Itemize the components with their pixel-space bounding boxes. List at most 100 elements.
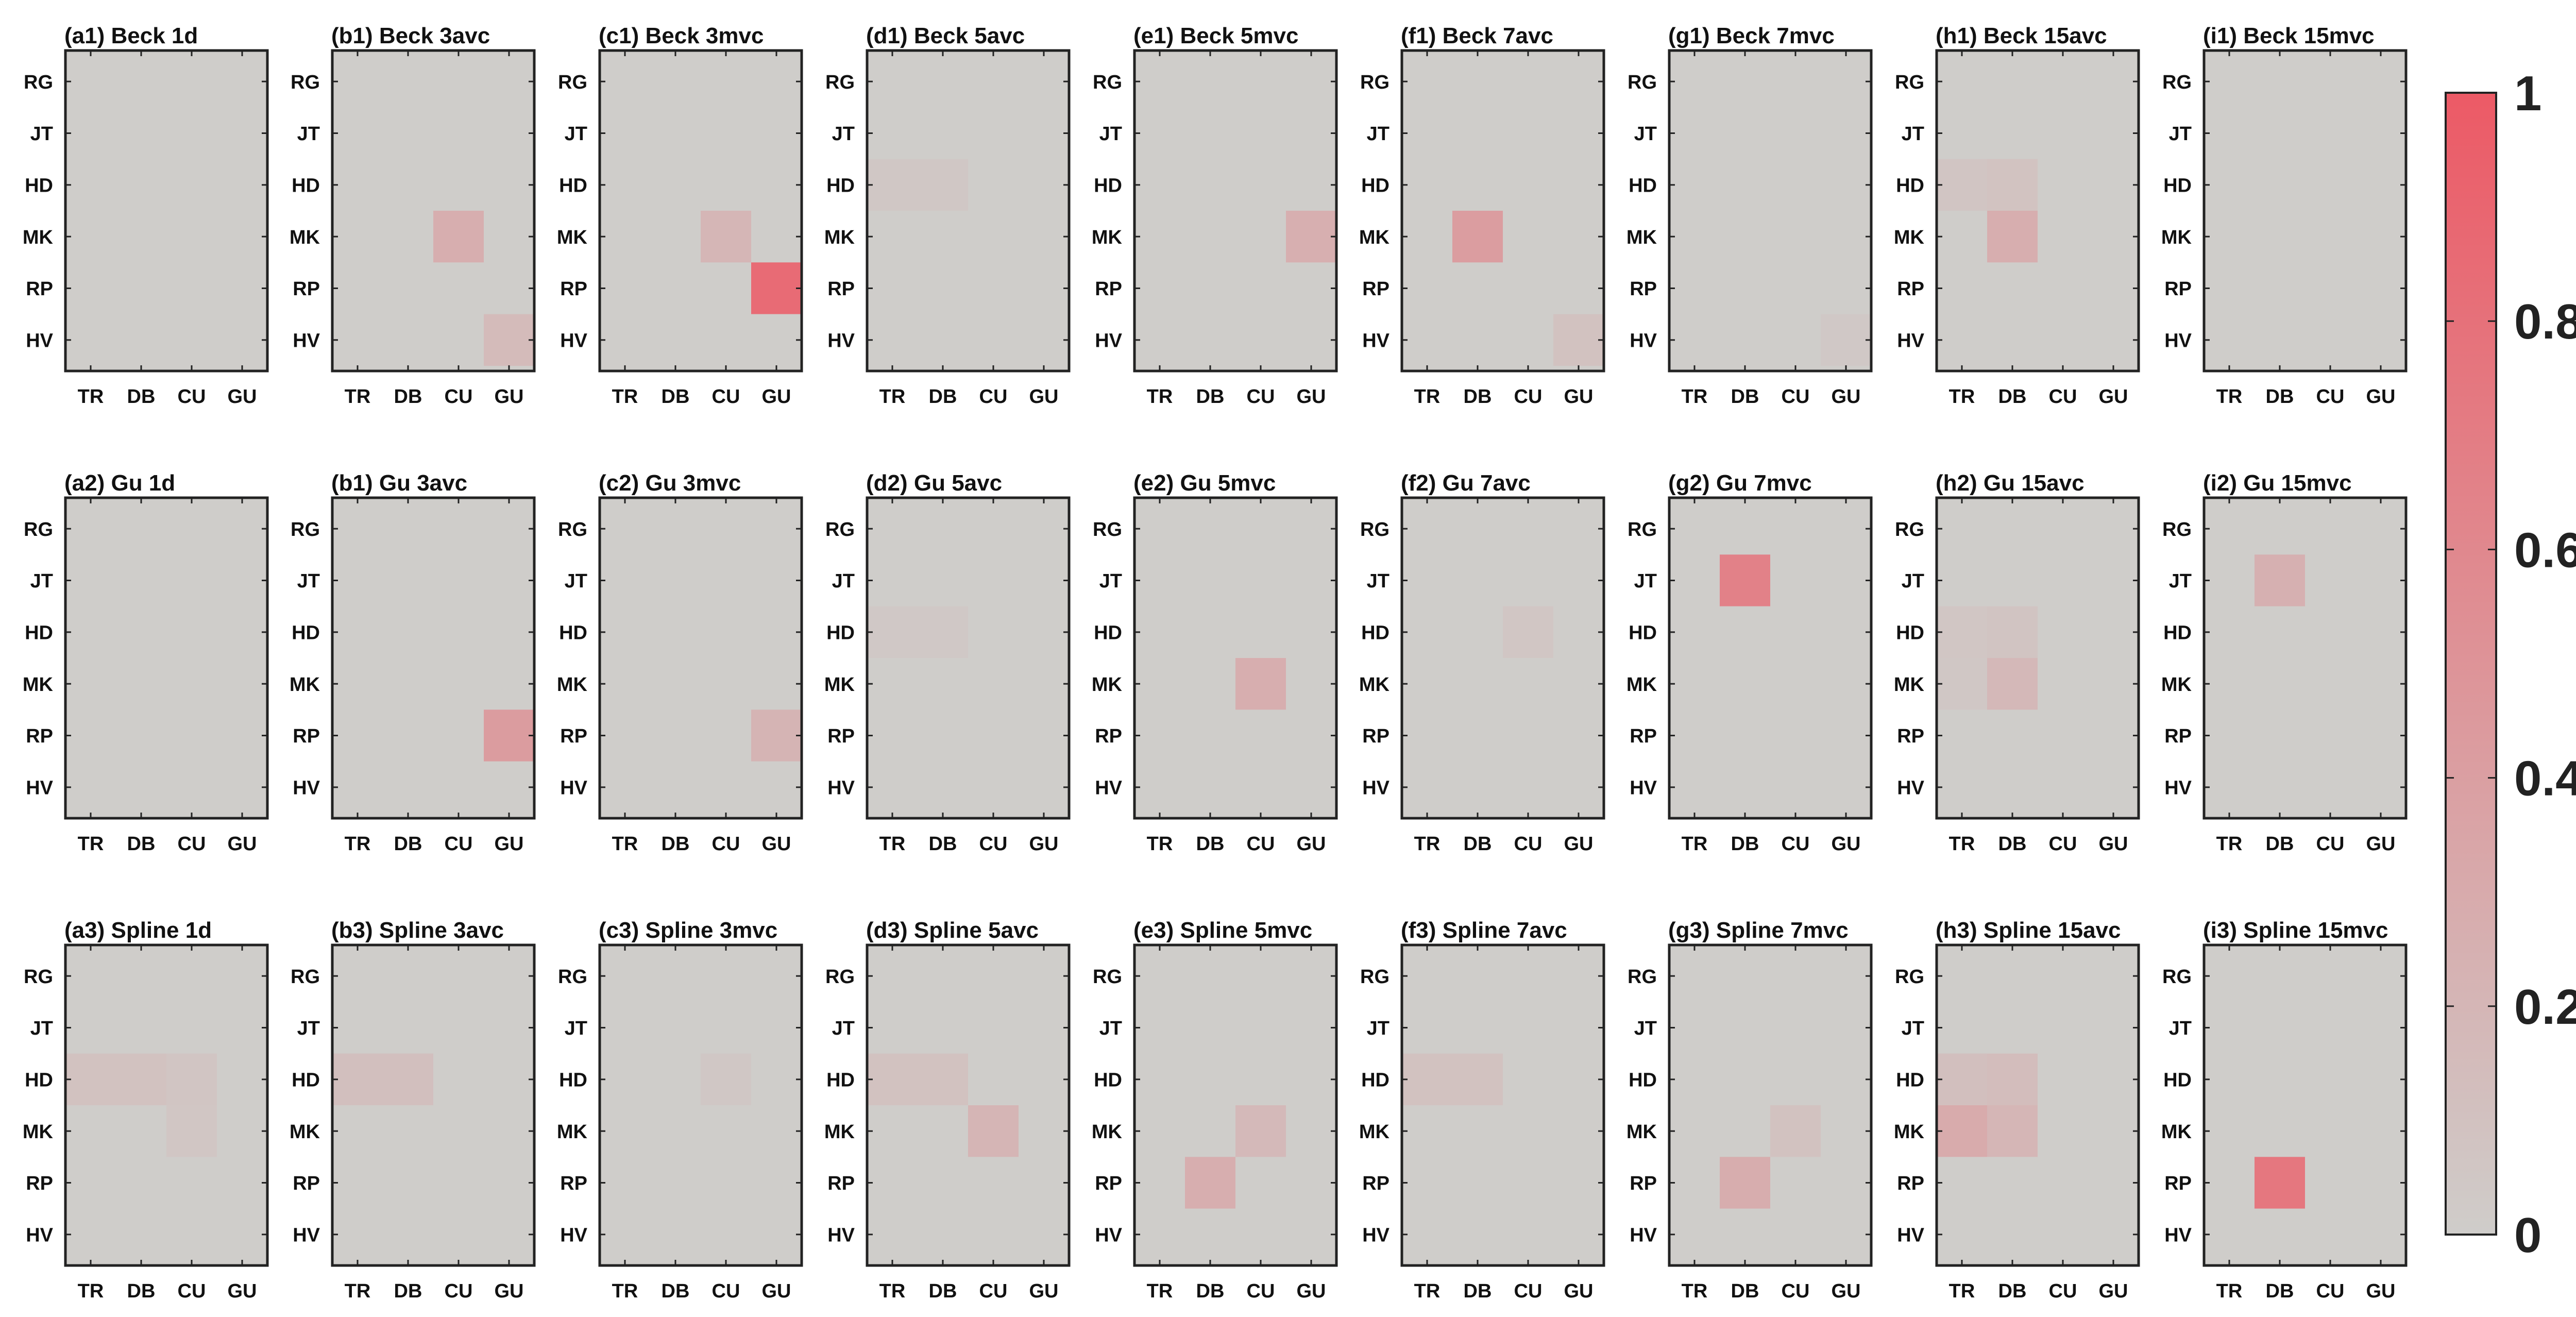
- x-tick-label: TR: [879, 386, 906, 408]
- y-tick-label: JT: [1367, 123, 1389, 145]
- x-tick-label: TR: [1414, 1280, 1440, 1302]
- y-tick-label: JT: [297, 570, 320, 592]
- x-tick-label: TR: [1682, 1280, 1708, 1302]
- panel-frame: [1133, 49, 1338, 373]
- x-tick-label: GU: [2099, 833, 2128, 855]
- x-tick-label: TR: [879, 1280, 906, 1302]
- x-tick-label: DB: [929, 386, 957, 408]
- x-tick-label: DB: [1998, 833, 2027, 855]
- heatmap-cell: [867, 159, 918, 211]
- y-tick-label: MK: [824, 227, 855, 248]
- x-tick-label: GU: [1832, 1280, 1861, 1302]
- x-tick-label: DB: [2266, 1280, 2294, 1302]
- heatmap-cell: [867, 606, 918, 658]
- y-tick-label: HD: [2163, 175, 2192, 197]
- x-tick-label: GU: [2366, 1280, 2396, 1302]
- panel-title: (a1) Beck 1d: [64, 23, 198, 48]
- x-tick-label: CU: [1247, 833, 1275, 855]
- y-tick-label: RP: [1897, 278, 1924, 300]
- heatmap-panel: (e1) Beck 5mvc RG JT HD MK RP HV TR DB CU GU: [1092, 23, 1338, 408]
- panel-frame: [1400, 496, 1605, 820]
- y-tick-label: HV: [1095, 330, 1122, 352]
- y-tick-label: HV: [560, 1225, 587, 1246]
- x-tick-label: TR: [612, 833, 638, 855]
- y-tick-label: HD: [1361, 175, 1389, 197]
- x-tick-label: DB: [1731, 386, 1759, 408]
- panel-background: [332, 498, 534, 818]
- x-tick-label: CU: [178, 386, 206, 408]
- x-tick-label: TR: [2216, 833, 2243, 855]
- x-tick-label: CU: [445, 833, 473, 855]
- heatmap-cell: [1235, 1105, 1286, 1157]
- y-tick-label: RP: [1095, 278, 1122, 300]
- x-tick-label: GU: [1297, 1280, 1326, 1302]
- x-tick-label: DB: [662, 386, 690, 408]
- x-tick-label: CU: [979, 386, 1008, 408]
- x-tick-label: GU: [1832, 386, 1861, 408]
- y-tick-label: HD: [292, 1070, 320, 1091]
- x-tick-label: TR: [345, 833, 371, 855]
- y-tick-label: MK: [1894, 227, 1925, 248]
- heatmap-cell: [918, 606, 968, 658]
- y-tick-label: MK: [1359, 1121, 1390, 1143]
- y-tick-label: HV: [2164, 1225, 2192, 1246]
- colorbar-tick-label: 0.2: [2514, 980, 2576, 1035]
- x-tick-label: CU: [712, 386, 740, 408]
- y-tick-label: RP: [1630, 1173, 1657, 1194]
- y-tick-label: RP: [1095, 725, 1122, 747]
- x-tick-label: GU: [228, 386, 257, 408]
- y-tick-label: RP: [1630, 278, 1657, 300]
- heatmap-cell: [1937, 1053, 1987, 1105]
- panel-frame: [331, 49, 536, 373]
- y-tick-label: MK: [557, 674, 588, 696]
- x-tick-label: DB: [394, 833, 422, 855]
- x-tick-label: TR: [2216, 386, 2243, 408]
- heatmap-cell: [65, 1053, 116, 1105]
- x-tick-label: GU: [2099, 1280, 2128, 1302]
- y-tick-label: JT: [1099, 123, 1122, 145]
- x-tick-label: CU: [1247, 386, 1275, 408]
- panel-title: (f1) Beck 7avc: [1401, 23, 1553, 48]
- y-tick-label: JT: [2169, 1018, 2192, 1039]
- y-tick-label: HV: [293, 778, 320, 799]
- x-tick-label: TR: [78, 833, 104, 855]
- x-tick-label: DB: [662, 1280, 690, 1302]
- y-tick-label: HV: [1630, 778, 1657, 799]
- y-tick-label: RG: [1360, 72, 1389, 93]
- y-tick-label: JT: [30, 123, 53, 145]
- y-tick-label: HD: [559, 622, 587, 644]
- x-tick-label: GU: [1832, 833, 1861, 855]
- y-tick-label: MK: [1359, 227, 1390, 248]
- y-tick-label: HD: [1629, 1070, 1657, 1091]
- x-tick-label: TR: [879, 833, 906, 855]
- y-tick-label: HD: [1094, 1070, 1122, 1091]
- y-tick-label: JT: [1367, 1018, 1389, 1039]
- x-tick-label: DB: [1464, 1280, 1492, 1302]
- y-tick-label: HV: [1362, 1225, 1389, 1246]
- heatmap-cell: [2255, 1157, 2305, 1209]
- y-tick-label: RG: [2162, 966, 2192, 988]
- panel-title: (i2) Gu 15mvc: [2203, 470, 2352, 496]
- y-tick-label: HD: [826, 1070, 855, 1091]
- heatmap-cell: [1987, 159, 2038, 211]
- y-tick-label: HV: [293, 330, 320, 352]
- y-tick-label: RG: [558, 519, 587, 541]
- y-tick-label: JT: [297, 1018, 320, 1039]
- y-tick-label: MK: [824, 674, 855, 696]
- y-tick-label: RP: [560, 725, 587, 747]
- x-tick-label: GU: [495, 1280, 524, 1302]
- panel-frame: [1133, 496, 1338, 820]
- heatmap-cell: [751, 710, 802, 762]
- y-tick-label: JT: [30, 570, 53, 592]
- y-tick-label: MK: [290, 1121, 320, 1143]
- y-tick-label: HV: [1897, 1225, 1924, 1246]
- panel-title: (g2) Gu 7mvc: [1668, 470, 1812, 496]
- panel-frame: [2202, 496, 2408, 820]
- y-tick-label: MK: [1092, 1121, 1123, 1143]
- y-tick-label: RP: [293, 1173, 320, 1194]
- y-tick-label: MK: [1359, 674, 1390, 696]
- y-tick-label: RP: [1897, 725, 1924, 747]
- heatmap-cell: [1987, 211, 2038, 263]
- y-tick-label: MK: [2161, 674, 2192, 696]
